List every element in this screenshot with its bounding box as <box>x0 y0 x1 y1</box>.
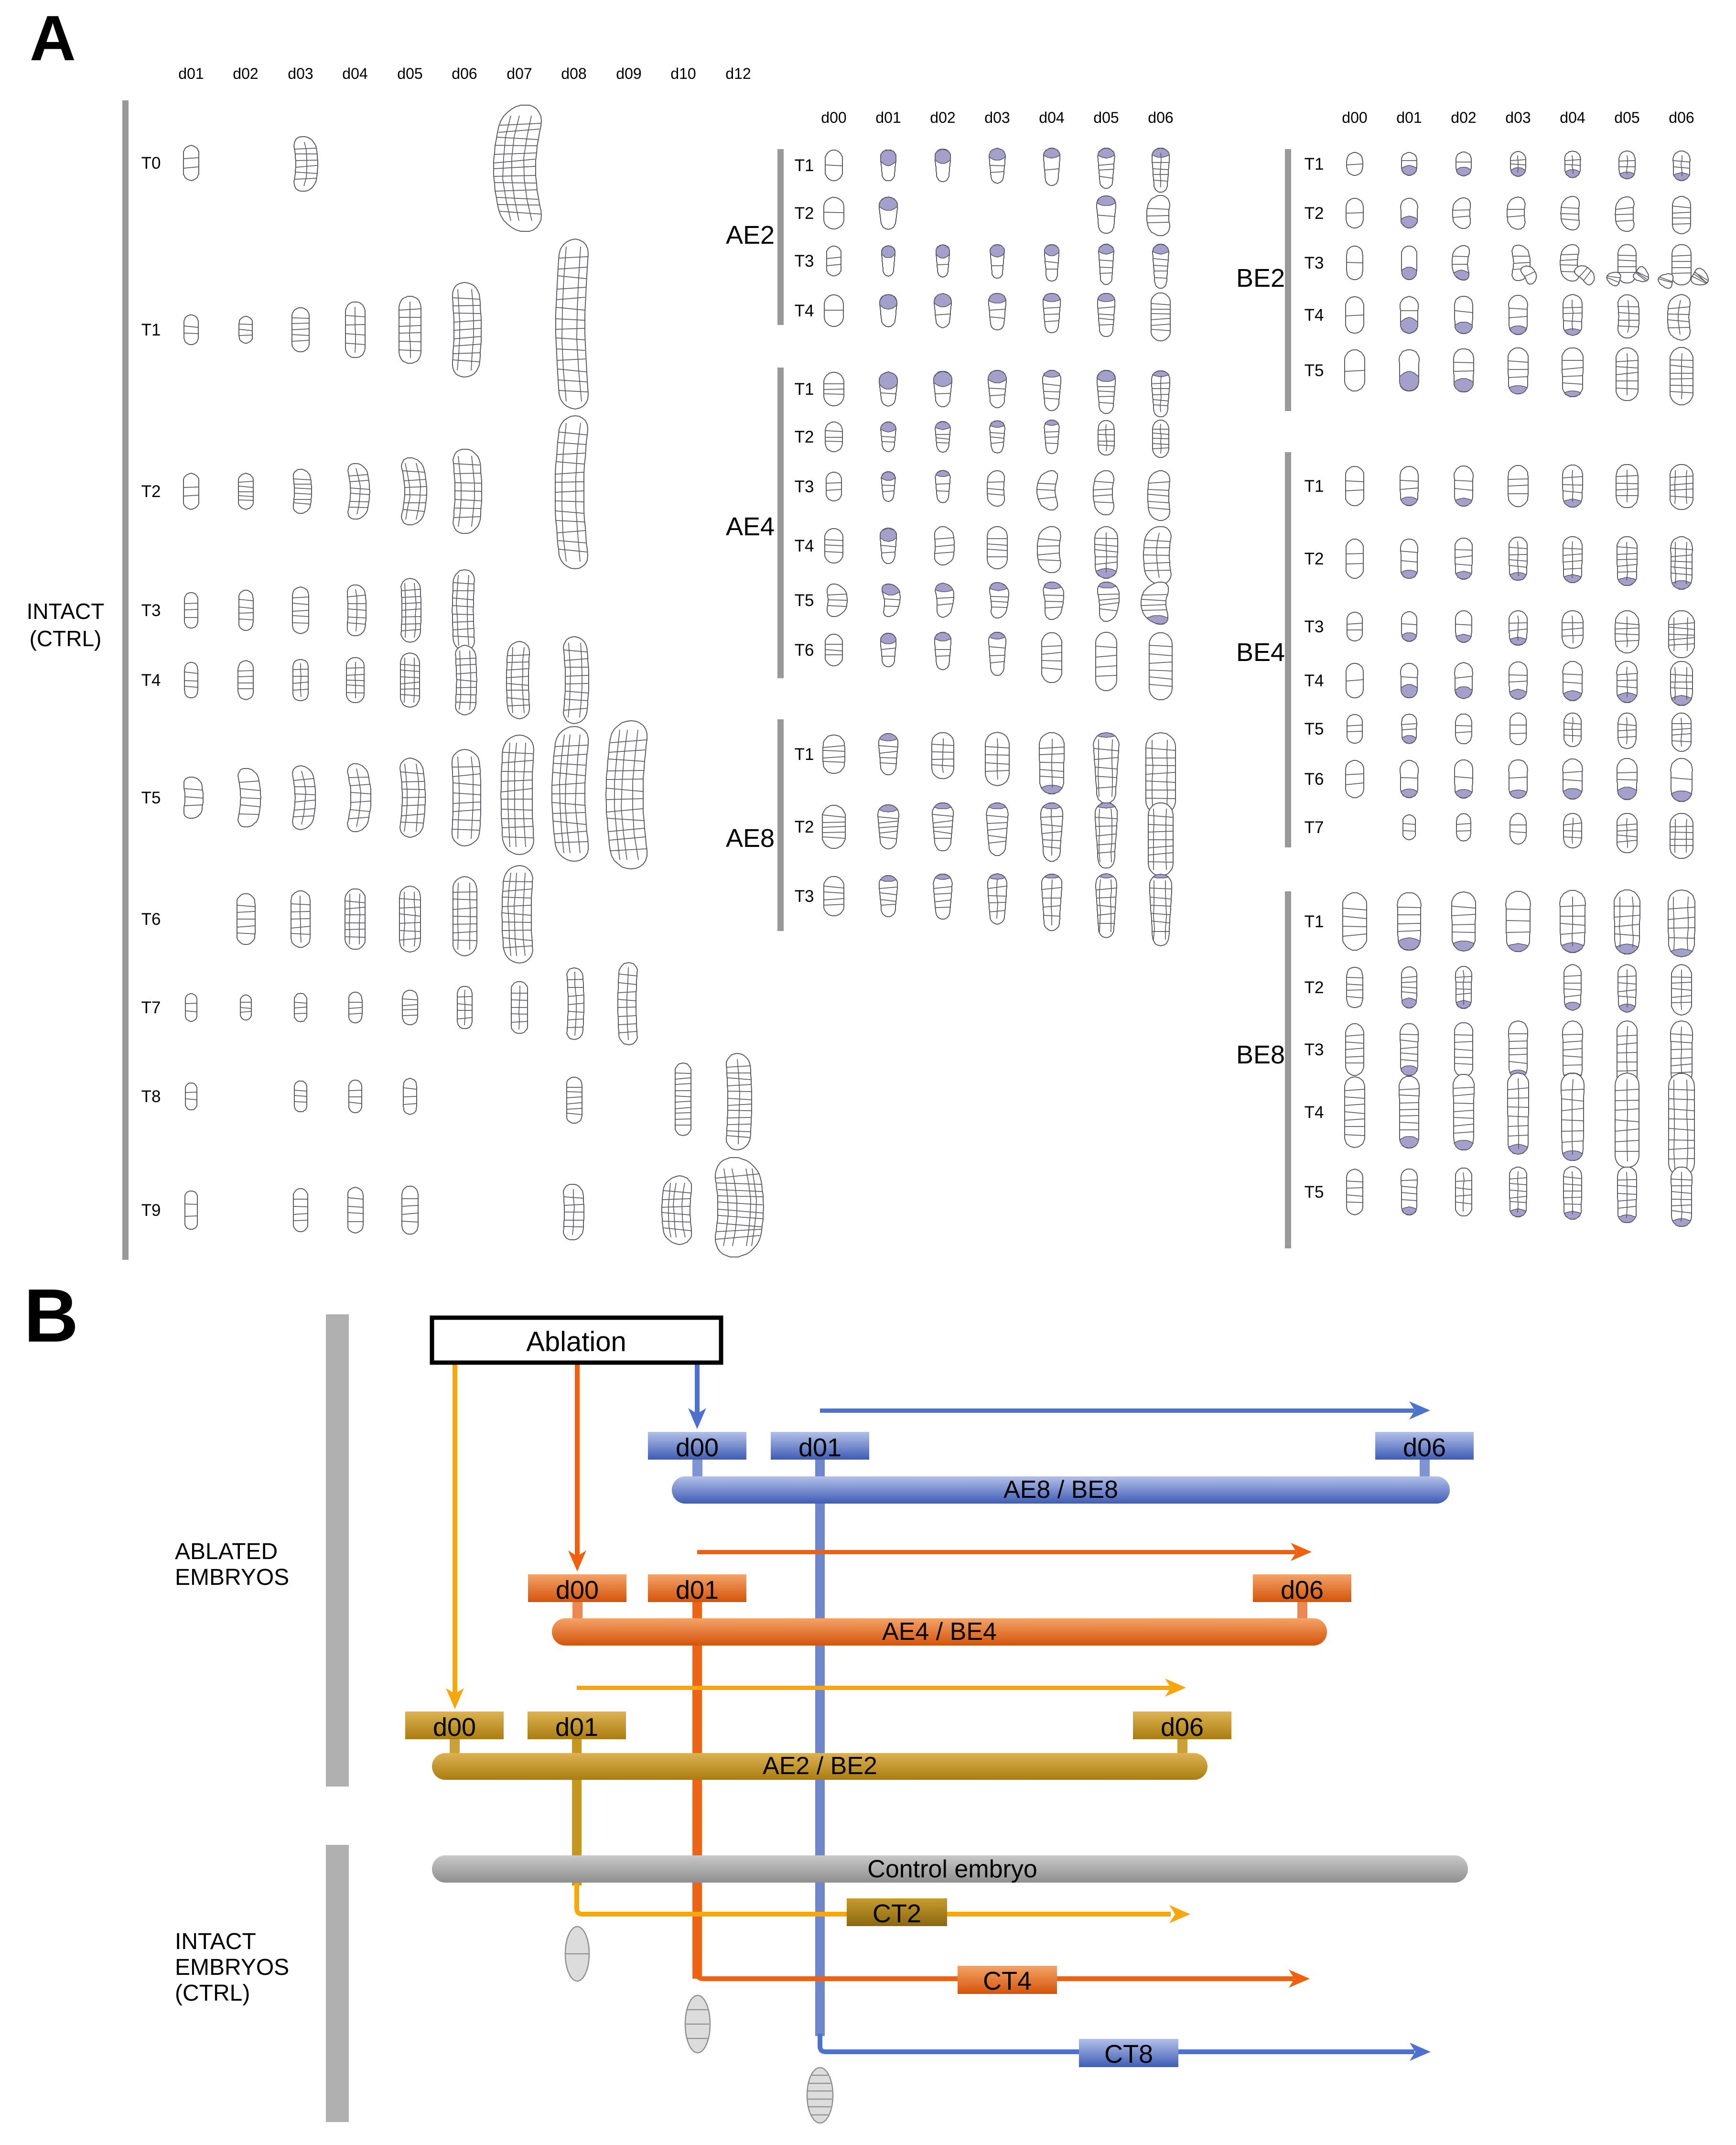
svg-text:BE4: BE4 <box>1236 638 1285 667</box>
svg-text:AE8 / BE8: AE8 / BE8 <box>1003 1476 1118 1504</box>
svg-text:d03: d03 <box>1505 109 1531 126</box>
svg-text:T9: T9 <box>141 1201 161 1220</box>
svg-text:d06: d06 <box>1403 1433 1446 1462</box>
svg-text:T1: T1 <box>1305 912 1324 931</box>
svg-text:INTACT: INTACT <box>27 599 105 624</box>
svg-text:T1: T1 <box>1305 155 1324 173</box>
svg-text:T3: T3 <box>795 252 814 271</box>
svg-text:T1: T1 <box>795 156 814 175</box>
svg-text:BE8: BE8 <box>1236 1040 1285 1069</box>
svg-text:T6: T6 <box>141 910 161 929</box>
svg-text:CT2: CT2 <box>873 1899 921 1928</box>
svg-text:T3: T3 <box>1305 618 1324 636</box>
svg-text:AE2: AE2 <box>726 221 775 249</box>
svg-text:T2: T2 <box>1305 550 1324 568</box>
svg-text:d02: d02 <box>1451 109 1476 126</box>
svg-text:T2: T2 <box>1305 204 1324 223</box>
svg-text:T4: T4 <box>1305 1103 1324 1122</box>
svg-text:B: B <box>24 1274 78 1358</box>
svg-text:d06: d06 <box>1148 109 1173 126</box>
svg-text:d00: d00 <box>676 1433 719 1462</box>
svg-text:T7: T7 <box>141 998 161 1017</box>
svg-text:Control embryo: Control embryo <box>867 1855 1037 1883</box>
svg-text:T2: T2 <box>1305 978 1324 997</box>
svg-text:d02: d02 <box>233 65 258 82</box>
svg-text:T5: T5 <box>1305 720 1324 738</box>
svg-text:T2: T2 <box>795 204 814 223</box>
svg-text:T8: T8 <box>141 1087 161 1106</box>
svg-text:d05: d05 <box>397 65 422 82</box>
svg-text:T3: T3 <box>795 887 814 906</box>
svg-text:EMBRYOS: EMBRYOS <box>175 1955 289 1980</box>
svg-text:T4: T4 <box>1305 306 1324 325</box>
svg-text:d00: d00 <box>556 1576 599 1604</box>
svg-text:Ablation: Ablation <box>526 1326 626 1357</box>
svg-text:d03: d03 <box>288 65 313 82</box>
svg-text:T1: T1 <box>795 745 814 764</box>
svg-text:T4: T4 <box>141 671 161 690</box>
svg-text:T1: T1 <box>141 321 161 339</box>
svg-text:d04: d04 <box>342 65 367 82</box>
svg-text:(CTRL): (CTRL) <box>175 1981 250 2006</box>
svg-text:T3: T3 <box>141 601 161 620</box>
svg-text:T3: T3 <box>1305 254 1324 272</box>
svg-text:T5: T5 <box>795 591 814 610</box>
svg-text:A: A <box>30 3 76 74</box>
svg-text:ABLATED: ABLATED <box>175 1539 278 1564</box>
svg-text:T2: T2 <box>795 818 814 836</box>
svg-text:d00: d00 <box>433 1713 476 1742</box>
svg-text:d01: d01 <box>1396 109 1422 126</box>
svg-text:T6: T6 <box>795 641 814 660</box>
svg-text:(CTRL): (CTRL) <box>30 626 102 651</box>
svg-text:d10: d10 <box>670 65 696 82</box>
svg-text:d07: d07 <box>507 65 532 82</box>
svg-text:EMBRYOS: EMBRYOS <box>175 1565 289 1590</box>
svg-text:d01: d01 <box>555 1713 598 1742</box>
svg-text:T4: T4 <box>1305 672 1324 690</box>
svg-text:d01: d01 <box>798 1433 841 1462</box>
svg-text:T7: T7 <box>1305 818 1324 837</box>
svg-text:d00: d00 <box>821 109 846 126</box>
svg-text:d06: d06 <box>1669 109 1694 126</box>
svg-text:T2: T2 <box>795 428 814 446</box>
svg-text:d09: d09 <box>616 65 641 82</box>
svg-text:CT4: CT4 <box>983 1967 1032 1995</box>
svg-text:T3: T3 <box>1305 1040 1324 1059</box>
svg-text:d05: d05 <box>1093 109 1119 126</box>
svg-text:T1: T1 <box>1305 477 1324 496</box>
svg-text:BE2: BE2 <box>1236 264 1285 292</box>
svg-text:d08: d08 <box>561 65 586 82</box>
svg-text:AE2 / BE2: AE2 / BE2 <box>763 1752 877 1780</box>
svg-text:d05: d05 <box>1614 109 1639 126</box>
svg-text:AE4 / BE4: AE4 / BE4 <box>882 1618 997 1646</box>
svg-text:T4: T4 <box>795 537 814 555</box>
svg-text:T2: T2 <box>141 482 161 501</box>
svg-text:T5: T5 <box>1305 361 1324 380</box>
svg-text:d01: d01 <box>875 109 901 126</box>
svg-text:d01: d01 <box>676 1576 719 1604</box>
svg-text:d02: d02 <box>930 109 955 126</box>
svg-text:d06: d06 <box>1281 1576 1324 1604</box>
svg-text:T3: T3 <box>795 477 814 496</box>
svg-text:T5: T5 <box>1305 1183 1324 1202</box>
svg-text:T6: T6 <box>1305 770 1324 789</box>
svg-text:T5: T5 <box>141 789 161 807</box>
svg-text:INTACT: INTACT <box>175 1929 256 1954</box>
svg-text:d04: d04 <box>1560 109 1585 126</box>
svg-text:d03: d03 <box>984 109 1010 126</box>
svg-text:d12: d12 <box>725 65 751 82</box>
svg-text:d06: d06 <box>1161 1713 1204 1742</box>
svg-text:AE8: AE8 <box>726 824 775 853</box>
svg-text:d00: d00 <box>1342 109 1367 126</box>
svg-text:T4: T4 <box>795 302 814 320</box>
svg-text:AE4: AE4 <box>726 512 775 541</box>
svg-text:d04: d04 <box>1039 109 1064 126</box>
svg-text:T0: T0 <box>141 154 161 173</box>
svg-text:T1: T1 <box>795 380 814 399</box>
svg-text:d06: d06 <box>452 65 477 82</box>
svg-text:d01: d01 <box>178 65 204 82</box>
svg-text:CT8: CT8 <box>1104 2040 1153 2069</box>
